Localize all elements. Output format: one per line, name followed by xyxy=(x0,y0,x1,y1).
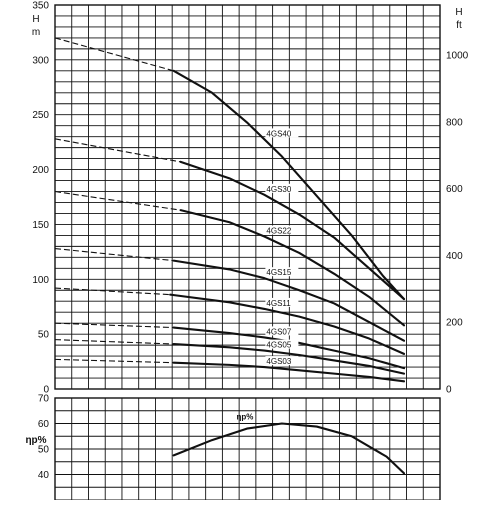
series-label-4gs15: 4GS15 xyxy=(266,268,291,277)
series-line-4gs07 xyxy=(172,326,406,370)
series-line-4gs22 xyxy=(179,209,406,327)
series-dashed-4gs30 xyxy=(54,138,181,163)
y-tick-label-ft: 1000 xyxy=(446,51,469,62)
y-tick-label-eff: 70 xyxy=(38,394,50,405)
y-tick-label-ft: 600 xyxy=(446,184,463,195)
grid-layer xyxy=(54,4,441,503)
series-dashed-4gs15 xyxy=(54,248,174,262)
series-line-efficiency xyxy=(172,422,406,475)
series-label-4gs22: 4GS22 xyxy=(266,226,291,235)
series-label-bg xyxy=(265,297,299,307)
y-tick-label-ft: 800 xyxy=(446,117,463,128)
series-label-4gs07: 4GS07 xyxy=(266,327,291,336)
series-label-bg xyxy=(265,356,299,366)
series-dashed-4gs22 xyxy=(54,190,181,211)
y-tick-label-ft: 0 xyxy=(446,385,452,396)
y-tick-label-ft: 400 xyxy=(446,251,463,262)
y-tick-label-m: 0 xyxy=(43,385,49,396)
series-label-bg xyxy=(265,339,299,349)
y-tick-label-eff: 60 xyxy=(38,419,50,430)
series-label-bg xyxy=(265,326,299,336)
head-panel-frame xyxy=(54,4,441,390)
series-line-4gs11 xyxy=(169,293,406,355)
label-layer: 4GS40 4GS30 4GS22 4GS15 4GS11 4GS07 4GS05 4GS03… xyxy=(236,128,299,422)
series-label-4gs30: 4GS30 xyxy=(266,185,291,194)
series-label-bg xyxy=(265,128,299,138)
series-label-efficiency: ηp% xyxy=(236,413,253,422)
series-label-bg xyxy=(265,267,299,277)
series-line-4gs40 xyxy=(172,69,406,301)
series-label-4gs40: 4GS40 xyxy=(266,129,291,138)
y-tick-label-m: 100 xyxy=(32,275,49,286)
axis-layer: 0 50 100 150 200 250 300 350 0 200 400 600 800 1000 40… xyxy=(25,1,468,482)
series-line-4gs30 xyxy=(179,160,406,301)
y-tick-label-m: 150 xyxy=(32,220,49,231)
y-axis-label-unit-ft: ft xyxy=(456,20,462,31)
y-axis-label-h-left: H xyxy=(32,14,39,25)
y-tick-label-m: 350 xyxy=(32,1,49,12)
y-tick-label-eff: 50 xyxy=(38,445,50,456)
y-tick-label-eff: 40 xyxy=(38,470,50,481)
series-dashed-4gs03 xyxy=(54,358,174,364)
series-line-4gs15 xyxy=(172,259,406,342)
y-axis-label-h-right: H xyxy=(455,7,462,18)
series-label-4gs11: 4GS11 xyxy=(266,299,291,308)
series-label-4gs03: 4GS03 xyxy=(266,357,291,366)
y-tick-label-m: 200 xyxy=(32,165,49,176)
y-tick-label-ft: 200 xyxy=(446,318,463,329)
series-dashed-4gs11 xyxy=(54,287,171,296)
series-line-4gs05 xyxy=(172,342,406,375)
series-label-4gs05: 4GS05 xyxy=(266,341,291,350)
series-dashed-4gs40 xyxy=(54,37,174,72)
series-dashed-4gs05 xyxy=(54,339,174,345)
y-tick-label-m: 300 xyxy=(32,55,49,66)
series-line-4gs03 xyxy=(172,361,406,383)
y-axis-label-unit-m: m xyxy=(32,27,40,38)
y-axis-label-efficiency: ηp% xyxy=(25,435,46,446)
series-dashed-4gs07 xyxy=(54,322,174,329)
y-tick-label-m: 250 xyxy=(32,110,49,121)
curve-layer xyxy=(54,37,406,475)
series-label-bg xyxy=(265,183,299,193)
y-tick-label-m: 50 xyxy=(38,330,50,341)
series-label-bg xyxy=(265,225,299,235)
